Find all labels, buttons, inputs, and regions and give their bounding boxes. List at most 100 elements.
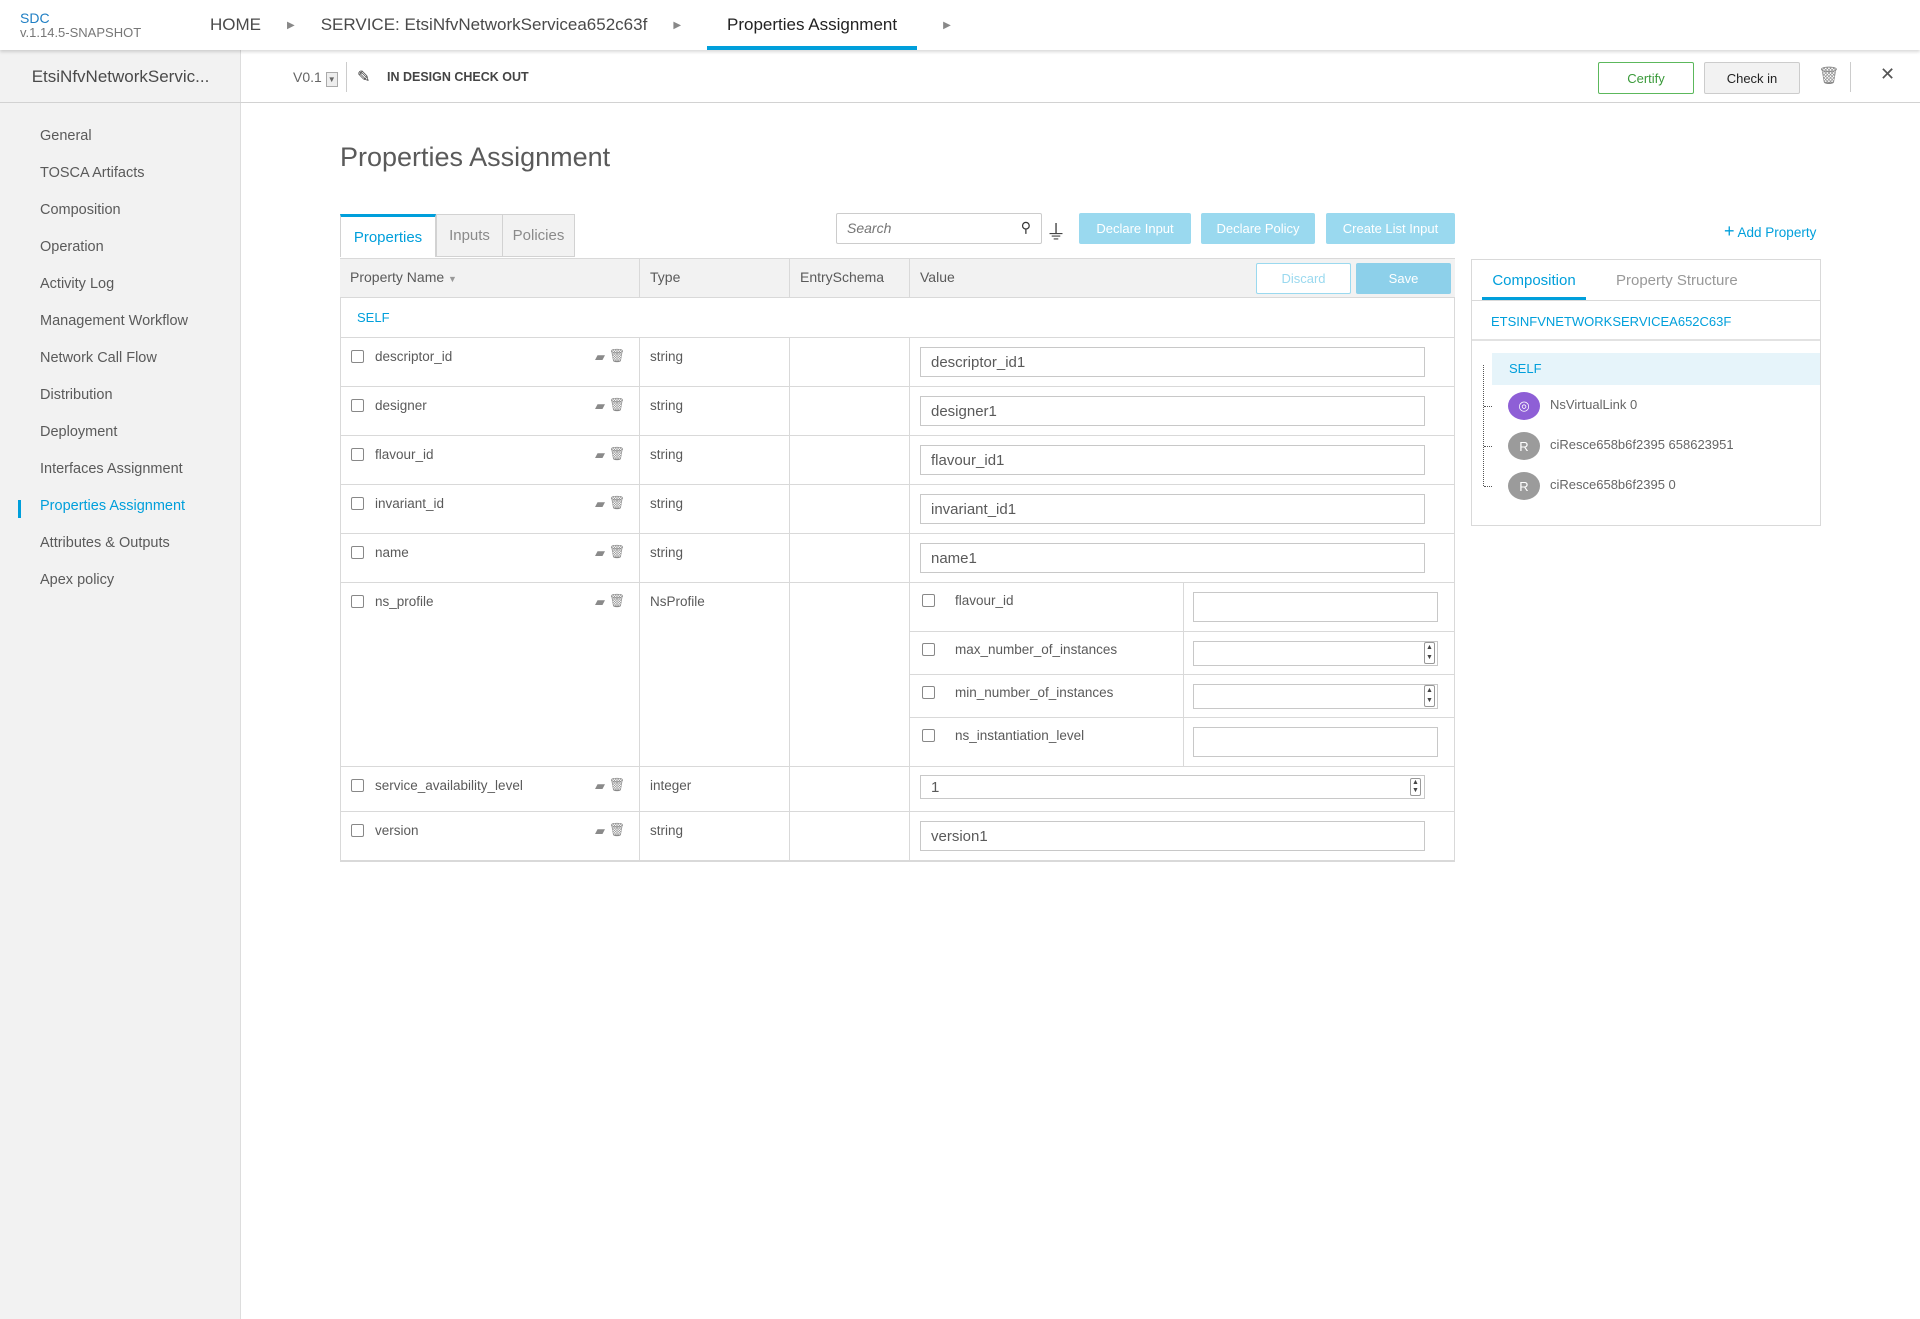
certify-button[interactable]: Certify: [1598, 62, 1694, 94]
value-input[interactable]: descriptor_id1: [920, 347, 1425, 377]
sidebar-item[interactable]: Deployment: [40, 424, 118, 440]
value-input[interactable]: invariant_id1: [920, 494, 1425, 524]
comment-icon[interactable]: ▰: [595, 398, 605, 413]
type-cell: integer: [640, 767, 790, 811]
sidebar-item[interactable]: Properties Assignment: [40, 498, 186, 514]
comment-icon[interactable]: ▰: [595, 545, 605, 560]
row-checkbox[interactable]: [922, 643, 935, 656]
row-checkbox[interactable]: [351, 779, 364, 792]
row-checkbox[interactable]: [922, 729, 935, 742]
caret-right-icon[interactable]: ▶: [673, 19, 682, 31]
comment-icon[interactable]: ▰: [595, 594, 605, 609]
save-button[interactable]: Save: [1356, 263, 1451, 294]
value-input[interactable]: version1: [920, 821, 1425, 851]
divider: [1183, 718, 1184, 767]
discard-button[interactable]: Discard: [1256, 263, 1351, 294]
trash-icon[interactable]: 🗑: [608, 544, 625, 559]
header-property-name[interactable]: Property Name ▼: [340, 259, 640, 298]
sidebar-item[interactable]: Interfaces Assignment: [40, 461, 183, 477]
tree-node-self[interactable]: SELF: [1492, 353, 1820, 385]
sidebar-item[interactable]: Management Workflow: [40, 313, 189, 329]
breadcrumb-home[interactable]: HOME: [210, 15, 261, 34]
sidebar-item[interactable]: General: [40, 128, 92, 144]
sidebar-item[interactable]: Composition: [40, 202, 121, 218]
type-cell: string: [640, 812, 790, 860]
filter-icon[interactable]: ⏚: [1046, 222, 1066, 244]
composition-root[interactable]: ETSINFVNETWORKSERVICEA652C63F: [1472, 300, 1820, 341]
row-checkbox[interactable]: [922, 686, 935, 699]
search-input[interactable]: [847, 220, 997, 236]
comment-icon[interactable]: ▰: [595, 349, 605, 364]
trash-icon[interactable]: 🗑: [608, 397, 625, 412]
row-checkbox[interactable]: [351, 350, 364, 363]
row-checkbox[interactable]: [351, 824, 364, 837]
value-input[interactable]: 1 ▲ ▼: [920, 775, 1425, 799]
caret-right-icon[interactable]: ▶: [287, 19, 295, 31]
value-input[interactable]: designer1: [920, 396, 1425, 426]
comment-icon[interactable]: ▰: [595, 447, 605, 462]
sidebar-item[interactable]: Distribution: [40, 387, 113, 403]
tab-inputs[interactable]: Inputs: [436, 214, 503, 257]
row-checkbox[interactable]: [351, 546, 364, 559]
row-checkbox[interactable]: [351, 448, 364, 461]
trash-icon[interactable]: 🗑: [608, 822, 625, 837]
row-checkbox[interactable]: [922, 594, 935, 607]
sidebar-item[interactable]: Operation: [40, 239, 104, 255]
sub-value-input[interactable]: [1193, 592, 1438, 622]
sub-value-input[interactable]: [1193, 684, 1438, 709]
check-in-button[interactable]: Check in: [1704, 62, 1800, 94]
tree-node[interactable]: ciResce658b6f2395 0: [1550, 477, 1676, 492]
trash-icon[interactable]: 🗑: [1818, 66, 1840, 85]
number-stepper[interactable]: ▲ ▼: [1424, 685, 1435, 707]
value-input[interactable]: name1: [920, 543, 1425, 573]
sidebar-item[interactable]: Apex policy: [40, 572, 115, 588]
row-checkbox[interactable]: [351, 399, 364, 412]
table-header: Property Name ▼ Type EntrySchema Value D…: [340, 258, 1455, 298]
tree-node[interactable]: NsVirtualLink 0: [1550, 397, 1638, 412]
trash-icon[interactable]: 🗑: [608, 446, 625, 461]
sub-value-input[interactable]: [1193, 641, 1438, 666]
property-name: designer: [375, 398, 427, 413]
add-property-label: Add Property: [1737, 225, 1817, 240]
app-logo[interactable]: SDC: [20, 10, 50, 26]
declare-input-button[interactable]: Declare Input: [1079, 213, 1191, 244]
divider: [1183, 632, 1184, 675]
value-text: flavour_id1: [931, 452, 1005, 469]
tab-properties[interactable]: Properties: [340, 214, 436, 257]
sidebar-item[interactable]: Activity Log: [40, 276, 115, 292]
sub-value-input[interactable]: [1193, 727, 1438, 757]
comment-icon[interactable]: ▰: [595, 823, 605, 838]
lifecycle-status: IN DESIGN CHECK OUT: [387, 70, 529, 84]
trash-icon[interactable]: 🗑: [608, 593, 625, 608]
sidebar-item[interactable]: Network Call Flow: [40, 350, 157, 366]
tab-property-structure[interactable]: Property Structure: [1616, 272, 1738, 289]
trash-icon[interactable]: 🗑: [608, 495, 625, 510]
sidebar-item[interactable]: Attributes & Outputs: [40, 535, 170, 551]
row-checkbox[interactable]: [351, 497, 364, 510]
version-selector[interactable]: V0.1 ▼: [293, 69, 338, 87]
declare-policy-button[interactable]: Declare Policy: [1201, 213, 1315, 244]
sort-icon[interactable]: ▼: [448, 274, 457, 284]
tree-node[interactable]: ciResce658b6f2395 658623951: [1550, 437, 1734, 452]
tab-policies[interactable]: Policies: [502, 214, 575, 257]
add-property-link[interactable]: + Add Property: [1724, 221, 1816, 242]
trash-icon[interactable]: 🗑: [608, 777, 625, 792]
breadcrumb-service[interactable]: SERVICE: EtsiNfvNetworkServicea652c63f: [320, 15, 648, 34]
search-icon[interactable]: ⚲: [1020, 219, 1031, 235]
row-checkbox[interactable]: [351, 595, 364, 608]
create-list-input-button[interactable]: Create List Input: [1326, 213, 1455, 244]
comment-icon[interactable]: ▰: [595, 496, 605, 511]
comment-icon[interactable]: ▰: [595, 778, 605, 793]
caret-right-icon[interactable]: ▶: [943, 19, 951, 31]
breadcrumb-properties-assignment[interactable]: Properties Assignment: [707, 0, 918, 50]
search-box[interactable]: ⚲: [836, 213, 1042, 244]
close-icon[interactable]: ✕: [1880, 64, 1896, 84]
number-stepper[interactable]: ▲ ▼: [1410, 778, 1421, 796]
value-input[interactable]: flavour_id1: [920, 445, 1425, 475]
trash-icon[interactable]: 🗑: [608, 348, 625, 363]
right-panel: [1471, 259, 1821, 526]
sidebar-item[interactable]: TOSCA Artifacts: [40, 165, 145, 181]
dropdown-icon[interactable]: ▼: [325, 72, 338, 87]
tab-composition[interactable]: Composition: [1482, 272, 1586, 300]
number-stepper[interactable]: ▲ ▼: [1424, 642, 1435, 664]
